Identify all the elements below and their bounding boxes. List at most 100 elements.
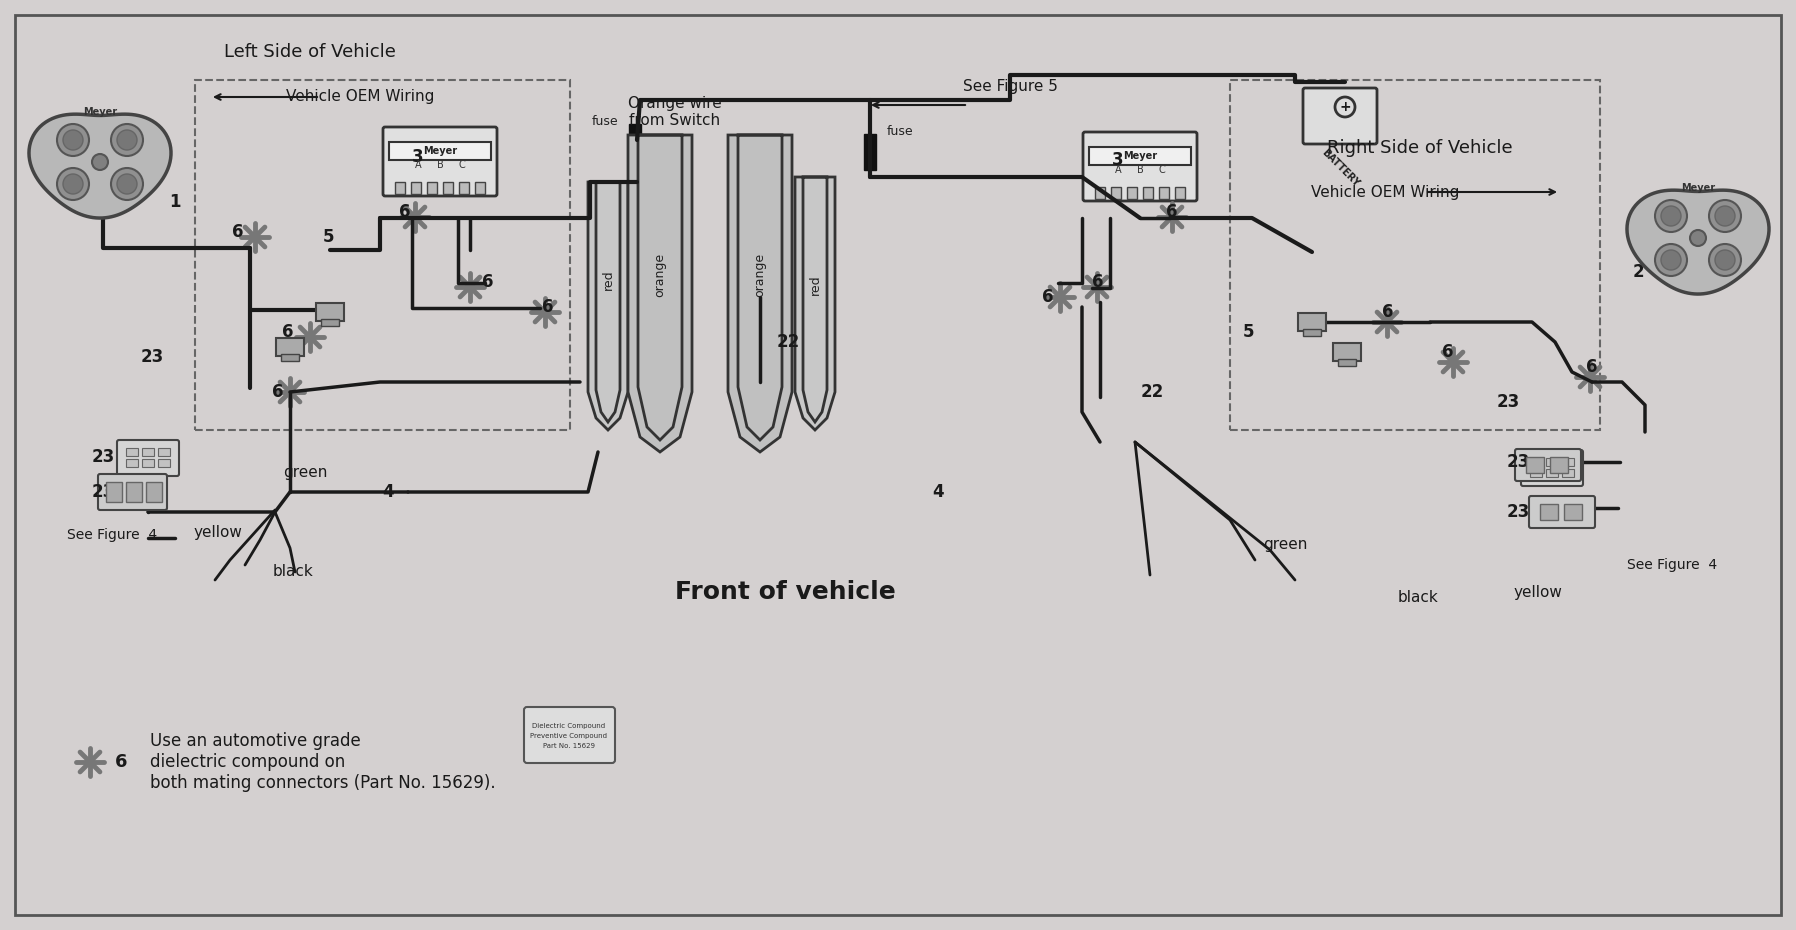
Bar [1563,458,1573,466]
Bar [277,338,304,356]
FancyBboxPatch shape [1528,496,1595,528]
Text: See Figure 5: See Figure 5 [963,79,1058,95]
Bar [1530,458,1543,466]
Text: black: black [1397,590,1439,604]
FancyBboxPatch shape [1516,449,1580,481]
Bar [460,182,469,194]
Text: fuse: fuse [591,115,618,128]
Circle shape [63,130,83,150]
Text: 22: 22 [776,333,799,351]
Text: 2: 2 [1633,263,1643,281]
Bar [1112,187,1121,199]
Bar [1527,457,1545,473]
Text: 5: 5 [1243,323,1254,341]
Text: 6: 6 [282,323,295,341]
Bar [411,182,420,194]
Bar [444,182,453,194]
Bar [390,142,490,160]
Text: 1: 1 [169,193,181,211]
Circle shape [117,130,136,150]
Circle shape [1661,250,1681,270]
Text: 6: 6 [399,203,411,221]
Text: Vehicle OEM Wiring: Vehicle OEM Wiring [286,89,435,104]
Text: Meyer: Meyer [422,146,456,156]
Bar [158,459,171,467]
Text: 23: 23 [1496,393,1519,411]
Text: Vehicle OEM Wiring: Vehicle OEM Wiring [1311,184,1458,200]
FancyBboxPatch shape [383,127,497,196]
Text: 23: 23 [1507,503,1530,521]
Bar [321,319,339,326]
Bar [126,448,138,456]
Circle shape [1661,206,1681,226]
Bar [1158,187,1169,199]
Text: 6: 6 [1442,343,1453,361]
FancyBboxPatch shape [99,474,167,510]
Bar [316,303,345,321]
Circle shape [1715,206,1735,226]
Text: Meyer: Meyer [83,107,117,117]
Text: 23: 23 [140,468,163,486]
Circle shape [63,174,83,194]
Circle shape [1715,250,1735,270]
Circle shape [111,124,144,156]
Text: Orange wire
from Switch: Orange wire from Switch [629,96,722,128]
Bar [158,448,171,456]
FancyBboxPatch shape [1304,88,1378,144]
Bar [1304,329,1322,336]
Text: green: green [1263,538,1307,552]
Polygon shape [1627,190,1769,294]
Bar [142,459,154,467]
Text: green: green [282,464,327,480]
Bar [629,124,641,160]
Bar [1175,187,1185,199]
Text: yellow: yellow [194,525,242,539]
Bar [280,354,298,361]
Bar [1230,80,1600,430]
Bar [1128,187,1137,199]
Text: yellow: yellow [1514,584,1563,600]
Bar [1530,469,1543,477]
Text: 6: 6 [273,383,284,401]
Text: Dielectric Compound: Dielectric Compound [532,723,605,729]
Bar [1333,343,1361,361]
Bar [474,182,485,194]
Circle shape [1654,200,1686,232]
Circle shape [57,168,90,200]
Bar [1096,187,1105,199]
Circle shape [1654,244,1686,276]
Text: Meyer: Meyer [1681,183,1715,193]
Text: 23: 23 [140,348,163,366]
Text: 6: 6 [1383,303,1394,321]
Bar [145,482,162,502]
Bar [106,482,122,502]
Text: Front of vehicle: Front of vehicle [675,580,896,604]
Text: A: A [415,160,422,170]
Text: B: B [436,160,444,170]
Text: 6: 6 [542,298,553,316]
Text: Preventive Compound: Preventive Compound [530,733,607,739]
Bar [427,182,436,194]
Text: 6: 6 [232,223,244,241]
Polygon shape [727,135,792,452]
Circle shape [1710,200,1740,232]
Text: 23: 23 [92,483,115,501]
Bar [126,459,138,467]
Text: 6: 6 [1586,358,1598,376]
Polygon shape [587,182,629,430]
Text: 23: 23 [92,448,115,466]
Text: 23: 23 [1507,453,1530,471]
Text: 6: 6 [1042,288,1054,306]
Text: 4: 4 [383,483,393,501]
Text: BATTERY: BATTERY [1320,147,1361,189]
Bar [1563,469,1573,477]
FancyBboxPatch shape [1083,132,1196,201]
Text: 22: 22 [1140,383,1164,401]
Polygon shape [629,135,691,452]
Text: C: C [1158,165,1166,175]
Circle shape [1710,244,1740,276]
Text: orange: orange [654,253,666,297]
Text: 6: 6 [1166,203,1178,221]
Text: A: A [1115,165,1121,175]
Bar [1299,313,1325,331]
